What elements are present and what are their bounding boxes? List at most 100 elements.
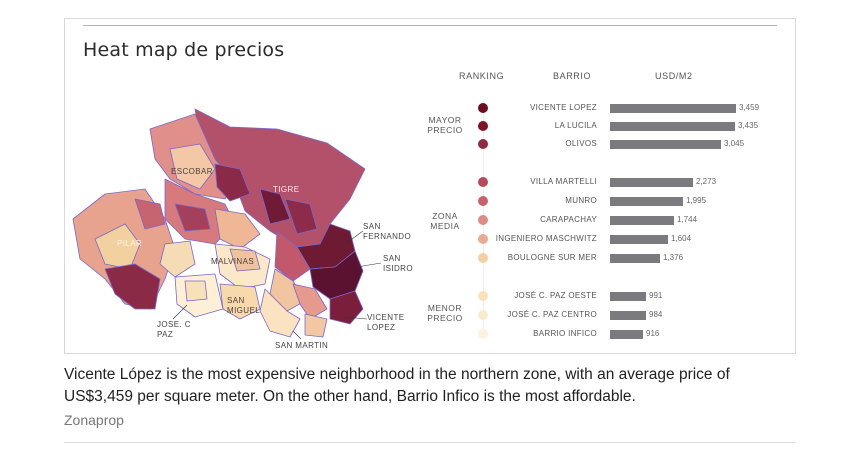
group-label-menor: MENOR PRECIO [420,303,470,323]
region-san-miguel [219,283,261,320]
group-label-menor-line1: MENOR [427,303,463,313]
barrio-name: JOSÉ C. PAZ CENTRO [507,310,597,319]
rank-dot [478,177,488,187]
rank-dot [478,291,488,301]
region-san-martin-2 [304,313,328,338]
barrio-name: OLIVOS [565,139,597,148]
barrio-name: INGENIERO MASCHWITZ [495,234,597,243]
bar-value-label: 991 [649,291,663,300]
leader-lines [172,230,382,340]
value-bar [610,178,693,187]
map-label-tigre-text: TIGRE [273,185,300,194]
value-bar [610,140,721,149]
bar-value-label: 1,376 [663,253,684,262]
map-label-san-martin: SAN MARTIN [275,341,329,350]
region-pilar-4 [134,198,166,230]
header-ranking: RANKING [459,71,505,81]
map-label-san-miguel: SAN MIGUEL [227,296,260,316]
map-label-escobar: ESCOBAR [171,167,213,176]
map-label-pilar: PILAR [117,239,142,249]
leader-san-fernando [344,230,364,245]
value-bar [610,292,646,301]
rank-dot [478,234,488,244]
region-central-4 [159,240,196,278]
bar-value-label: 1,744 [677,215,698,224]
header-usd-m2: USD/M2 [655,71,693,81]
rank-dot [478,329,488,339]
region-east-3 [292,283,328,320]
rank-dot [478,121,488,131]
group-label-mayor-line2: PRECIO [427,125,463,135]
chart-figure: Heat map de precios [64,18,796,354]
map-label-vicente-lopez-line1: VICENTE [367,313,405,322]
region-east-5 [284,198,318,235]
region-escobar-2 [169,143,216,190]
group-label-zona-line1: ZONA [432,211,458,221]
group-label-zona: ZONA MEDIA [420,211,470,231]
map-label-san-miguel-line1: SAN [227,296,245,305]
bar-value-label: 1,604 [671,234,692,243]
value-bar [610,122,735,131]
map-label-jose-c-paz: JOSE. C PAZ [157,320,191,340]
region-east-4 [259,188,291,225]
top-rule [83,25,777,26]
barrio-name: VICENTE LOPEZ [529,103,597,112]
map-label-san-isidro: SAN ISIDRO [383,254,413,274]
chart-title: Heat map de precios [83,39,285,61]
region-escobar-3 [214,163,251,202]
group-label-menor-line2: PRECIO [427,313,463,323]
map-label-san-fernando-line2: FERNANDO [363,232,412,241]
heat-map [72,108,366,338]
region-san-martin [259,288,301,338]
barrio-name: JOSÉ C. PAZ OESTE [514,291,597,300]
leader-vicente-lopez [344,316,368,320]
region-malvinas-2 [229,248,261,272]
map-label-jose-c-paz-line1: JOSE. C [157,320,191,329]
barrio-name: BOULOGNE SUR MER [507,253,597,262]
barrio-name: CARAPACHAY [540,215,597,224]
leader-jose-c-paz [172,304,188,320]
barrio-name: VILLA MARTELLI [530,177,597,186]
value-bar [610,104,736,113]
bar-value-label: 984 [649,310,663,319]
bar-value-label: 916 [646,329,660,338]
bar-value-label: 1,995 [686,196,707,205]
bottom-rule [64,442,796,443]
barrio-name: LA LUCILA [554,121,597,130]
region-central-2 [174,203,211,232]
leader-san-isidro [356,262,382,268]
header-barrio: BARRIO [553,71,592,81]
map-label-san-miguel-line2: MIGUEL [227,306,261,315]
map-label-san-fernando-line1: SAN [363,222,381,231]
rank-dot [478,310,488,320]
value-bar [610,235,668,244]
barrio-name: MUNRO [565,196,597,205]
map-label-san-fernando: SAN FERNANDO [363,222,411,242]
region-pilar-3 [104,263,161,310]
value-bar [610,330,643,339]
region-pilar-2 [94,223,141,270]
rank-dot [478,253,488,263]
region-central-3 [214,208,261,250]
rank-dot [478,103,488,113]
map-label-malvinas: MALVINAS [211,257,255,266]
figure-caption: Vicente López is the most expensive neig… [64,366,730,405]
map-label-vicente-lopez: VICENTE LOPEZ [367,313,404,333]
region-san-isidro [309,250,364,300]
rank-dot [478,139,488,149]
value-bar [610,197,683,206]
bar-value-label: 3,459 [739,103,760,112]
region-east-1 [274,230,311,282]
group-label-zona-line2: MEDIA [430,221,460,231]
region-jose-c-paz-2 [184,280,208,302]
group-label-mayor: MAYOR PRECIO [420,115,470,135]
region-vicente-lopez [329,290,364,325]
map-label-pilar-text: PILAR [117,239,143,248]
bar-value-label: 2,273 [696,177,717,186]
barrio-name: BARRIO INFICO [533,329,597,338]
map-label-jose-c-paz-line2: PAZ [157,330,174,339]
map-label-tigre: TIGRE [273,185,299,195]
region-east-2 [269,268,306,312]
map-label-vicente-lopez-line2: LOPEZ [367,323,396,332]
value-bar [610,311,646,320]
